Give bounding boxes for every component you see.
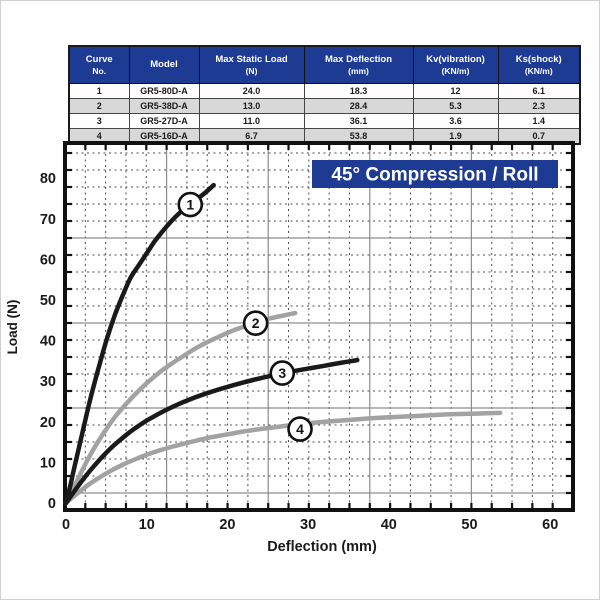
col-header-ks-shock: Ks(shock) (KN/m) [497,45,581,84]
chart-text: 50 [40,293,56,309]
table-cell: 3.6 [412,113,499,129]
table-cell: GR5-80D-A [128,83,200,99]
chart-text: 0 [62,517,70,533]
header-text: (KN/m) [524,65,553,76]
table-cell: 1.4 [497,113,581,129]
chart-text: 30 [300,517,316,533]
chart-text: 60 [40,252,56,268]
col-header-kv-vibration: Kv(vibration) (KN/m) [412,45,499,84]
chart-text: Load (N) [5,300,20,355]
header-text: (mm) [348,65,369,76]
table-cell: 53.8 [303,128,414,145]
chart-text: 20 [219,517,235,533]
chart-text: 45° Compression / Roll [331,165,538,186]
header-text: Model [150,59,178,70]
table-row: 3 GR5-27D-A 11.0 36.1 3.6 1.4 [68,113,581,129]
chart-text: 2 [252,315,260,331]
table-row: 2 GR5-38D-A 13.0 28.4 5.3 2.3 [68,98,581,114]
header-text: No. [92,65,107,76]
header-text: (KN/m) [441,65,470,76]
chart-text: 40 [40,334,56,350]
header-text: Max Deflection [324,53,393,65]
chart-text: 20 [40,415,56,431]
table-cell: 36.1 [303,113,414,129]
col-header-model: Model [128,45,200,84]
chart-text: 40 [381,517,397,533]
spec-table-header: Curve No. Model Max Static Load (N) Max … [68,45,581,84]
table-cell: 24.0 [198,83,305,99]
chart-text: 70 [40,212,56,228]
chart-text: 30 [40,374,56,390]
curve-label-circle-1 [177,191,204,218]
table-cell: 2 [68,98,130,114]
col-header-curve-no: Curve No. [68,45,130,84]
plot-border [63,141,575,512]
header-text: Kv(vibration) [426,53,485,65]
curve-label-circle-3 [269,360,296,386]
table-cell: 13.0 [198,98,305,114]
chart-title-badge [312,160,558,188]
table-cell: 12 [412,83,499,99]
chart-text: 60 [542,517,558,533]
load-deflection-chart: 0 10 20 30 40 50 60 0 10 20 30 40 50 60 70 80 Deflection… [5,141,575,555]
table-cell: GR5-27D-A [128,113,200,129]
col-header-max-static-load: Max Static Load (N) [198,45,305,84]
chart-text: 10 [40,455,56,471]
table-cell: 1.9 [412,128,499,145]
table-cell: 2.3 [497,98,581,114]
table-cell: 6.1 [497,83,581,99]
chart-text: 50 [461,517,477,533]
header-text: (N) [245,65,258,76]
header-text: Max Static Load [215,53,288,65]
table-cell: 18.3 [303,83,414,99]
table-cell: GR5-38D-A [128,98,200,114]
chart-text: Deflection (mm) [267,539,377,555]
chart-text: 10 [139,517,155,533]
header-text: Ks(shock) [515,53,562,65]
table-cell: 1 [68,83,130,99]
table-cell: 11.0 [198,113,305,129]
chart-text: 1 [186,197,194,213]
col-header-max-deflection: Max Deflection (mm) [303,45,414,84]
curve-label-circle-4 [287,416,313,442]
table-cell: 3 [68,113,130,129]
table-cell: 4 [68,128,130,145]
table-cell: 28.4 [303,98,414,114]
chart-text: 3 [278,365,286,381]
chart-text: 80 [40,171,56,187]
curve-4 [63,410,503,506]
curve-label-circle-2 [242,310,269,336]
spec-table: Curve No. Model Max Static Load (N) Max … [68,45,581,145]
chart-text: 4 [296,421,304,437]
header-text: Curve [85,53,113,65]
table-row: 1 GR5-80D-A 24.0 18.3 12 6.1 [68,83,581,99]
table-cell: GR5-16D-A [128,128,200,145]
spec-table-body: 1 GR5-80D-A 24.0 18.3 12 6.1 2 GR5-38D-A 13.0 28.… [68,83,581,145]
chart-text: 0 [48,496,56,512]
table-cell: 5.3 [412,98,499,114]
